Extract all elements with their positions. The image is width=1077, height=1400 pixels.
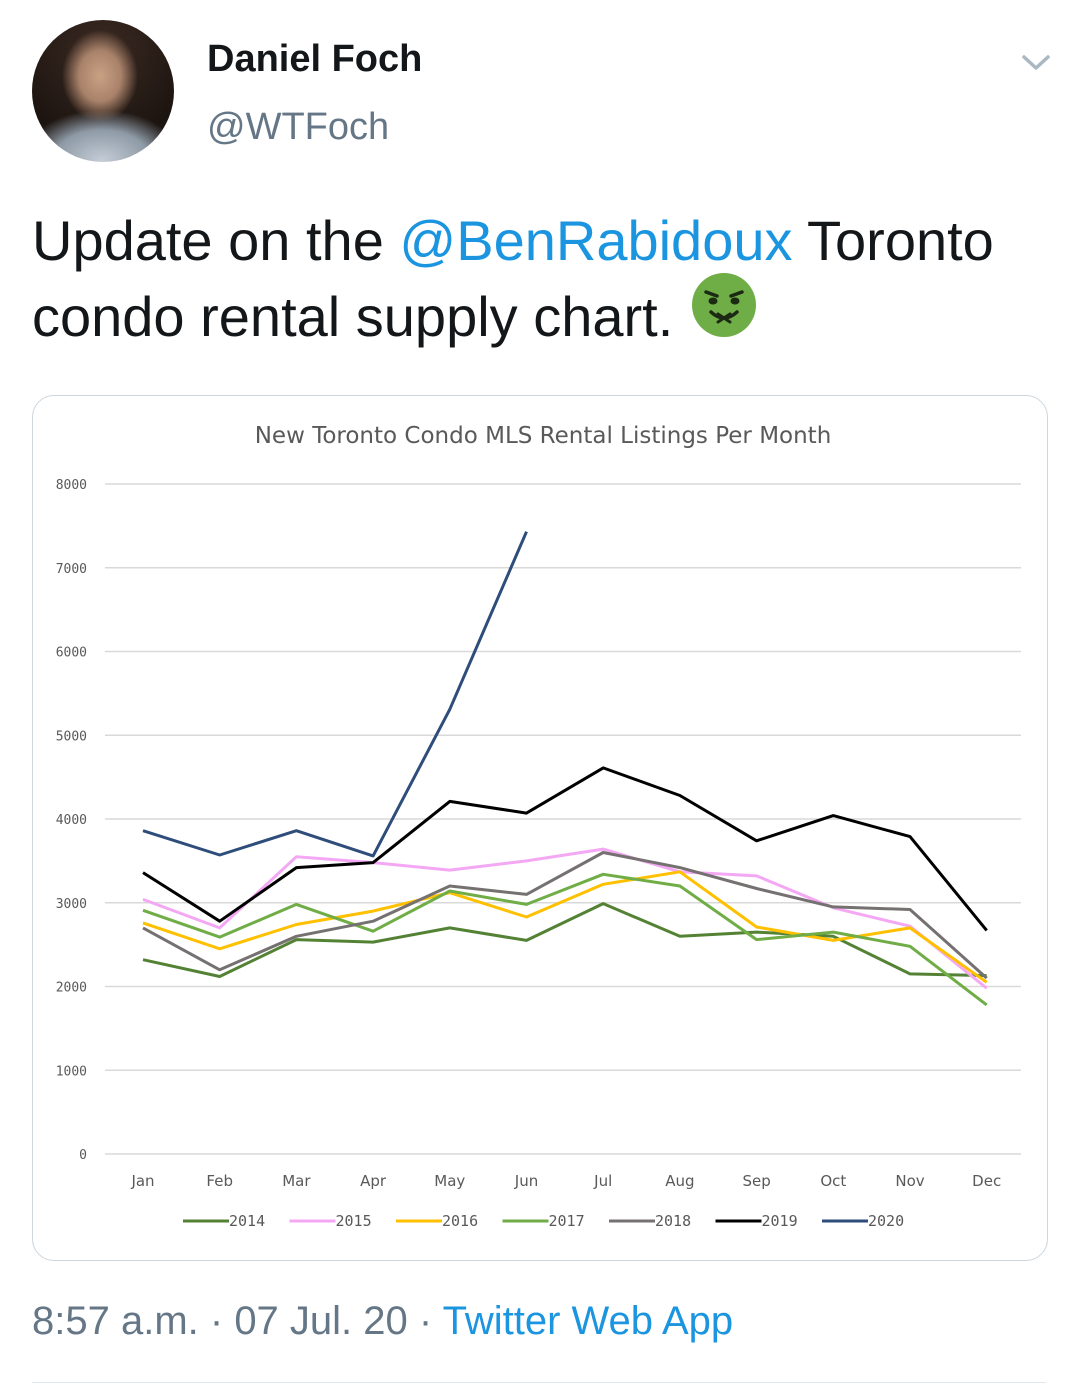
divider [32,1382,1046,1383]
mention-link[interactable]: @BenRabidoux [399,209,793,272]
footer-separator: · [407,1299,443,1343]
series-line-2020 [142,531,528,858]
y-tick-label: 8000 [56,478,87,493]
legend-label: 2020 [868,1212,904,1230]
legend-label: 2018 [655,1212,691,1230]
chevron-down-icon[interactable] [1016,48,1056,76]
series-line-2017 [142,872,988,1007]
legend-label: 2019 [762,1212,798,1230]
x-tick-label: Mar [282,1172,311,1190]
y-tick-label: 0 [79,1148,87,1163]
x-tick-label: Jun [514,1172,538,1190]
author-name[interactable]: Daniel Foch [207,38,423,80]
series-line-2019 [142,766,988,932]
tweet-text: Update on the @BenRabidoux Toronto condo… [32,203,1062,357]
series-line-2014 [142,902,987,978]
series-line-2016 [142,870,988,984]
legend-label: 2015 [336,1212,372,1230]
tweet-time[interactable]: 8:57 a.m. [32,1299,199,1343]
x-tick-label: Feb [206,1172,233,1190]
footer-separator: · [198,1299,235,1343]
y-tick-label: 4000 [56,813,87,828]
tweet-date[interactable]: 07 Jul. 20 [234,1299,408,1343]
series-line-2015 [142,847,988,990]
y-tick-label: 5000 [56,729,87,744]
x-tick-label: Dec [972,1172,1001,1190]
legend-label: 2014 [229,1212,265,1230]
author-handle[interactable]: @WTFoch [207,106,390,148]
x-tick-label: Sep [742,1172,770,1190]
y-tick-label: 3000 [56,897,87,912]
series-line-2018 [142,851,988,980]
x-tick-label: Nov [895,1172,924,1190]
legend-label: 2017 [549,1212,585,1230]
x-tick-label: Jul [593,1172,612,1190]
y-tick-label: 1000 [56,1064,87,1079]
nauseated-face-icon [691,272,757,357]
tweet-text-after: Toronto condo rental supply chart. [32,209,994,348]
x-tick-label: Apr [360,1172,387,1190]
x-tick-label: Jan [130,1172,154,1190]
source-app-link[interactable]: Twitter Web App [442,1299,734,1343]
tweet-footer: 8:57 a.m. · 07 Jul. 20 · Twitter Web App [32,1299,733,1344]
legend-label: 2016 [442,1212,478,1230]
tweet-text-before: Update on the [32,209,400,272]
chart-title: New Toronto Condo MLS Rental Listings Pe… [255,423,832,449]
x-tick-label: Aug [665,1172,694,1190]
y-tick-label: 2000 [56,981,87,996]
chart-image[interactable]: New Toronto Condo MLS Rental Listings Pe… [32,395,1048,1261]
x-tick-label: Oct [820,1172,846,1190]
y-tick-label: 7000 [56,562,87,577]
avatar[interactable] [32,20,174,162]
x-tick-label: May [434,1172,465,1190]
y-tick-label: 6000 [56,646,87,661]
